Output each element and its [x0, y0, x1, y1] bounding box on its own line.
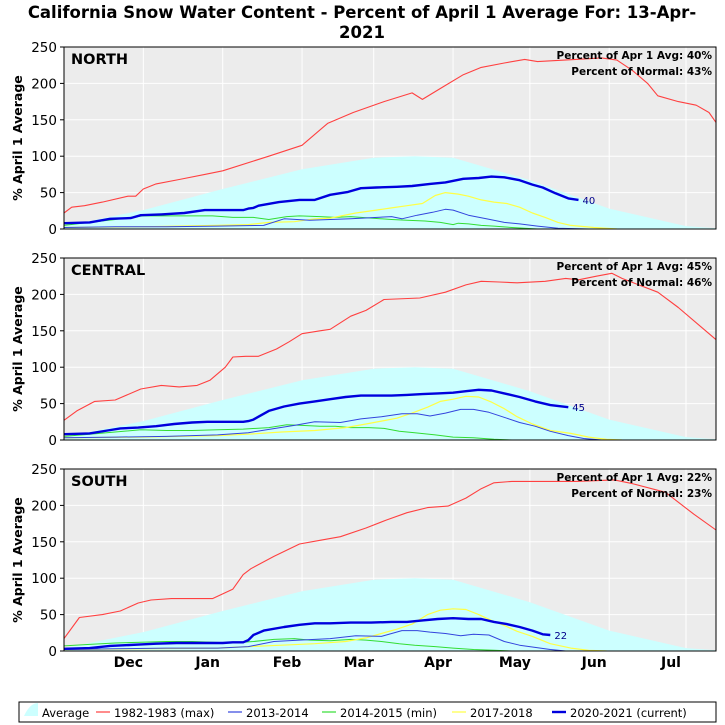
series-2017-2018-line: [64, 395, 623, 440]
series-2017-2018-line: [64, 192, 617, 229]
y-tick-label: 250: [31, 40, 57, 56]
stat-pct-apr1-avg: Percent of Apr 1 Avg: 40%: [557, 50, 713, 62]
average-area: [64, 578, 716, 651]
legend-label: 2020-2021 (current): [570, 706, 687, 720]
y-tick-label: 150: [31, 535, 57, 551]
panel-name-central: CENTRAL: [71, 263, 145, 279]
y-tick-label: 150: [31, 324, 57, 340]
y-tick-label: 100: [31, 360, 57, 376]
current-value-label: 40: [582, 196, 595, 207]
legend-item: 2020-2021 (current): [552, 706, 687, 720]
series-2013-2014-line: [64, 630, 566, 651]
legend-item: 2017-2018: [452, 706, 533, 720]
legend-label: 2013-2014: [246, 706, 309, 720]
legend-swatch: [24, 703, 38, 716]
chart-title-line2: 2021: [339, 23, 385, 42]
y-tick-label: 0: [48, 644, 57, 660]
series-2020-2021-line: [64, 617, 551, 650]
plot-border-north: [63, 46, 717, 230]
x-month-label: May: [499, 655, 531, 671]
chart-panels: 40 0 50 100 150 200 250 % April 1 Average NORTH P…: [10, 40, 717, 660]
current-value-label: 22: [554, 631, 567, 642]
chart-title-line1: California Snow Water Content - Percent …: [28, 3, 696, 22]
stat-pct-apr1-avg: Percent of Apr 1 Avg: 45%: [557, 261, 713, 273]
y-tick-label: 100: [31, 149, 57, 165]
panel-central: 45 0 50 100 150 200 250 % April 1 Average CENTRA…: [10, 251, 717, 449]
y-axis-label: % April 1 Average: [10, 286, 25, 412]
series-1982-1983-line: [64, 479, 716, 639]
stat-pct-normal: Percent of Normal: 46%: [571, 277, 712, 289]
y-tick-label: 200: [31, 498, 57, 514]
series-2013-2014-line: [64, 408, 602, 440]
x-month-label: Apr: [424, 655, 452, 671]
series-2020-2021-line: [64, 388, 569, 436]
x-month-label: Jun: [581, 655, 607, 671]
legend-label: 2014-2015 (min): [340, 706, 437, 720]
legend-label: 2017-2018: [470, 706, 533, 720]
legend-item: 2014-2015 (min): [322, 706, 437, 720]
y-tick-label: 100: [31, 571, 57, 587]
panel-name-south: SOUTH: [71, 474, 128, 490]
stat-pct-normal: Percent of Normal: 23%: [571, 488, 712, 500]
x-month-label: Jan: [194, 655, 220, 671]
series-1982-1983-line: [64, 57, 716, 214]
x-month-label: Mar: [344, 655, 374, 671]
series-1982-1983-line: [64, 272, 716, 421]
x-axis-month-labels: Dec Jan Feb Mar Apr May Jun Jul: [114, 655, 681, 671]
series-2014-2015-line: [64, 424, 512, 440]
current-value-label: 45: [572, 403, 585, 414]
y-tick-label: 200: [31, 76, 57, 92]
legend-item: Average: [24, 703, 89, 720]
y-tick-label: 0: [48, 433, 57, 449]
chart-legend: Average 1982-1983 (max) 2013-2014 2014-2015…: [18, 701, 717, 723]
plot-border-south: [63, 468, 717, 652]
panel-name-north: NORTH: [71, 52, 128, 68]
panel-north: 40 0 50 100 150 200 250 % April 1 Average NORTH P…: [10, 40, 717, 238]
series-2020-2021-line: [64, 175, 579, 225]
legend-label: Average: [42, 706, 89, 720]
y-axis-label: % April 1 Average: [10, 75, 25, 201]
legend-item: 1982-1983 (max): [96, 706, 214, 720]
stat-pct-normal: Percent of Normal: 43%: [571, 66, 712, 78]
x-month-label: Dec: [114, 655, 143, 671]
y-tick-label: 50: [40, 186, 57, 202]
x-month-label: Feb: [273, 655, 302, 671]
panel-south: 22 0 50 100 150 200 250 % April 1 Average SOUTH P…: [10, 462, 717, 660]
y-tick-label: 200: [31, 287, 57, 303]
y-tick-label: 50: [40, 397, 57, 413]
series-group-south: [64, 479, 716, 651]
y-tick-label: 150: [31, 113, 57, 129]
series-group-central: [64, 272, 716, 440]
y-tick-label: 50: [40, 608, 57, 624]
legend-item: 2013-2014: [228, 706, 309, 720]
stat-pct-apr1-avg: Percent of Apr 1 Avg: 22%: [557, 472, 713, 484]
x-month-label: Jul: [660, 655, 681, 671]
series-2017-2018-line: [64, 608, 607, 651]
legend-label: 1982-1983 (max): [114, 706, 214, 720]
legend-box: [18, 701, 717, 723]
series-2014-2015-line: [64, 215, 538, 229]
series-group-north: [64, 57, 716, 229]
y-tick-label: 250: [31, 462, 57, 478]
plot-border-central: [63, 257, 717, 441]
y-tick-label: 0: [48, 222, 57, 238]
series-2013-2014-line: [64, 208, 589, 229]
y-tick-label: 250: [31, 251, 57, 267]
y-axis-label: % April 1 Average: [10, 497, 25, 623]
